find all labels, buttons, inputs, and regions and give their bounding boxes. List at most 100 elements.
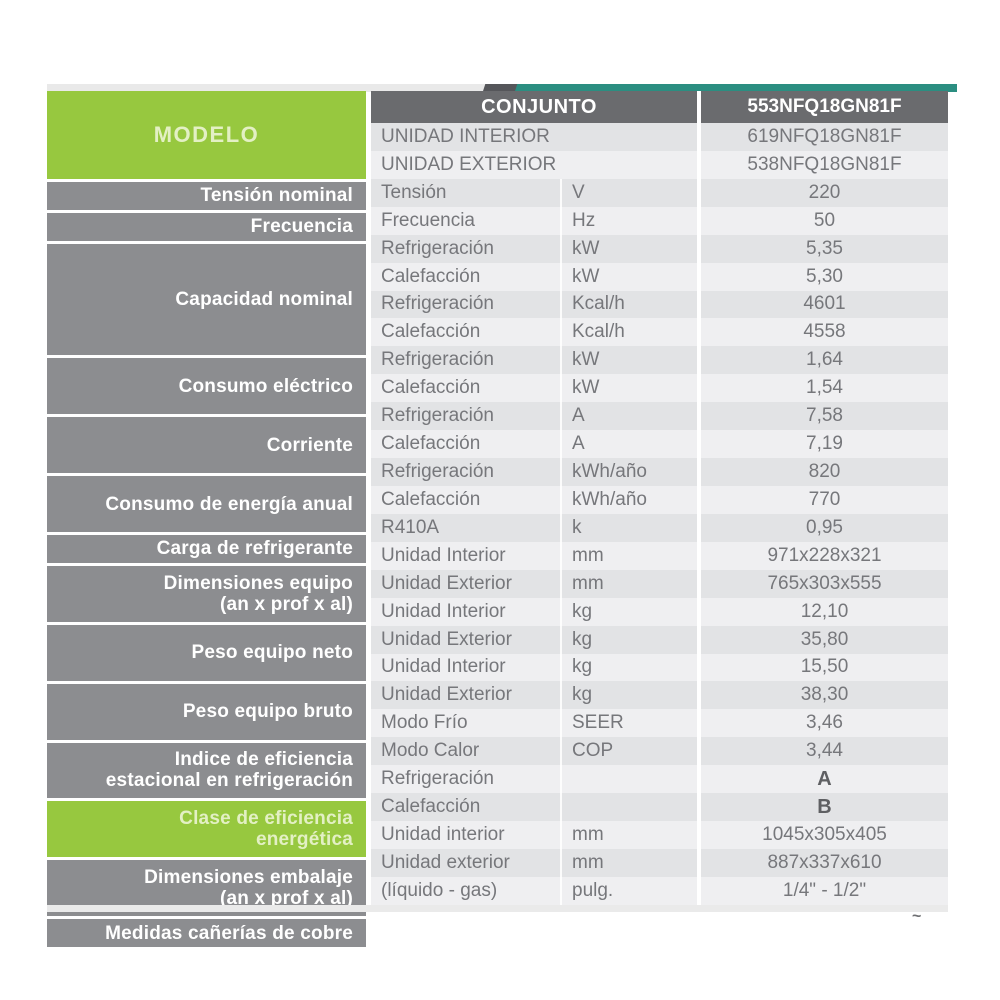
row-header-label: Dimensiones equipo [163,572,353,594]
row-header-column: MODELO Tensión nominal Frecuencia Capacidad… [47,91,366,947]
row-header-label: Carga de refrigerante [156,538,353,560]
row-value-cell: A [697,765,948,794]
top-bar-teal-segment [510,84,957,92]
row-unit-cell: V [560,178,697,207]
row-header-cell: Capacidad nominal [47,240,366,356]
row-value-cell: 7,58 [697,402,948,431]
row-unit-cell: kg [560,625,697,654]
row-label-cell: Unidad exterior [381,851,510,873]
row-label-cell: UNIDAD INTERIOR [381,125,550,147]
row-header-label: Frecuencia [250,216,353,238]
row-header-cell: Peso equipo neto [47,621,366,681]
row-unit-cell: COP [560,737,697,766]
spec-row: Unidad interior mm 1045x305x405 [371,821,948,849]
row-unit-cell: Kcal/h [560,318,697,347]
row-value-cell: B [697,793,948,822]
row-label-cell: Unidad Exterior [381,628,512,650]
row-label-cell: Unidad Interior [381,544,506,566]
row-label-cell: (líquido - gas) [381,879,498,901]
spec-row: Refrigeración kW 5,35 [371,234,948,263]
row-header-cell: Corriente [47,414,366,474]
row-header-cell: Dimensiones equipo (an x prof x al) [47,562,366,622]
row-label-cell: Unidad Interior [381,656,506,678]
row-value-cell: 15,50 [697,653,948,682]
spec-row: Unidad Exterior kg 35,80 [371,625,948,654]
conjunto-header-cell: CONJUNTO [481,95,597,118]
row-label-cell: Refrigeración [381,237,494,259]
row-header-cell: Medidas cañerías de cobre [47,916,366,947]
row-unit-cell: mm [560,848,697,877]
row-label-cell: Refrigeración [381,293,494,315]
spec-row: Refrigeración Kcal/h 4601 [371,290,948,319]
row-header-label: energética [255,829,353,851]
row-unit-cell: k [560,513,697,542]
row-unit-cell: kW [560,262,697,291]
row-header-label: Clase de eficiencia [179,808,353,830]
row-value-cell: 220 [697,178,948,207]
row-label-cell: Refrigeración [381,405,494,427]
row-value-cell: 1,54 [697,374,948,403]
row-value-cell: 3,44 [697,737,948,766]
row-label-cell: Calefacción [381,265,481,287]
row-unit-cell: Hz [560,206,697,235]
row-label-cell: Calefacción [381,433,481,455]
spec-row: Unidad Interior kg 12,10 [371,597,948,626]
row-label-cell: Tensión [381,181,447,203]
row-unit-cell: A [560,402,697,431]
row-label-cell: Frecuencia [381,209,475,231]
row-unit-cell: mm [560,541,697,570]
row-header-label: Capacidad nominal [175,289,353,311]
spec-row: UNIDAD EXTERIOR 538NFQ18GN81F [371,150,948,179]
row-unit-cell [560,793,697,822]
row-label-cell: Refrigeración [381,461,494,483]
table-body: UNIDAD INTERIOR 619NFQ18GN81F UNIDAD EXTER… [371,123,948,905]
row-value-cell: 1,64 [697,346,948,375]
row-value-cell: 619NFQ18GN81F [697,123,948,151]
data-column: CONJUNTO 553NFQ18GN81F UNIDAD INTERIOR 61… [371,91,948,905]
model-header-cell: 553NFQ18GN81F [697,91,948,123]
row-label-cell: Calefacción [381,488,481,510]
row-header-cell: Carga de refrigerante [47,532,366,563]
spec-row: Refrigeración A [371,765,948,794]
row-header-cell: Peso equipo bruto [47,680,366,740]
row-unit-cell: kW [560,374,697,403]
row-value-cell: 1/4" - 1/2" [697,876,948,905]
row-value-cell: 4558 [697,318,948,347]
artifact-mark: ~ [912,908,922,925]
row-value-cell: 5,30 [697,262,948,291]
row-value-cell: 538NFQ18GN81F [697,150,948,179]
row-unit-cell: pulg. [560,876,697,905]
row-unit-cell: SEER [560,709,697,738]
row-value-cell: 35,80 [697,625,948,654]
row-header-label: Peso equipo neto [191,642,353,664]
spec-row: Calefacción kWh/año 770 [371,485,948,514]
row-header-label: Dimensiones embalaje [144,867,353,889]
row-value-cell: 5,35 [697,234,948,263]
spec-row: Refrigeración kWh/año 820 [371,458,948,486]
row-value-cell: 971x228x321 [697,541,948,570]
row-header-cell: Tensión nominal [47,178,366,210]
row-header-cell: Indice de eficiencia estacional en refrig… [47,739,366,799]
row-header-label: (an x prof x al) [219,593,353,615]
spec-row: Frecuencia Hz 50 [371,206,948,235]
row-header-cell: Clase de eficiencia energética [47,798,366,858]
row-header-label: Medidas cañerías de cobre [105,922,353,944]
row-value-cell: 765x303x555 [697,569,948,598]
row-unit-cell: kg [560,681,697,710]
row-label-cell: Calefacción [381,321,481,343]
row-value-cell: 38,30 [697,681,948,710]
spec-row: Refrigeración kW 1,64 [371,346,948,375]
row-unit-cell: Kcal/h [560,290,697,319]
row-value-cell: 887x337x610 [697,848,948,877]
spec-row: Refrigeración A 7,58 [371,402,948,431]
row-header-label: Consumo de energía anual [105,493,353,515]
spec-row: Calefacción kW 5,30 [371,262,948,291]
spec-row: Calefacción B [371,793,948,822]
table-header-row: CONJUNTO 553NFQ18GN81F [371,91,948,123]
row-value-cell: 3,46 [697,709,948,738]
row-header-label: Tensión nominal [200,185,353,207]
spec-row: (líquido - gas) pulg. 1/4" - 1/2" [371,876,948,905]
row-value-cell: 50 [697,206,948,235]
top-bar-light-segment [47,84,490,92]
